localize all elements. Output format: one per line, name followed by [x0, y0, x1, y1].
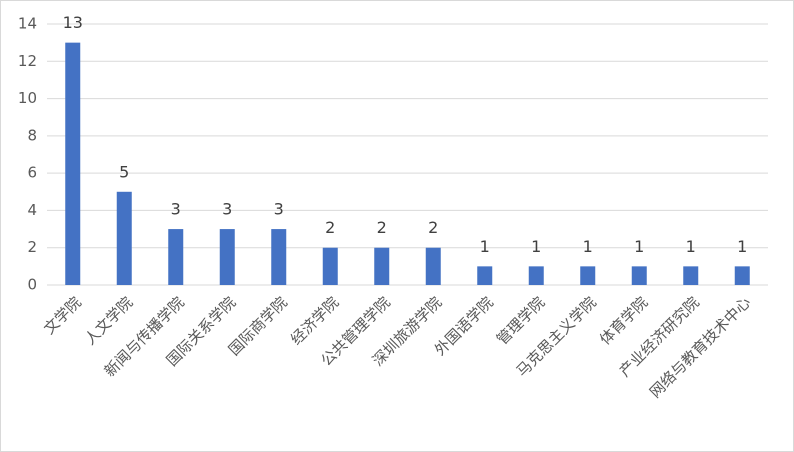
y-tick-label: 6	[27, 164, 37, 182]
bar	[631, 266, 647, 285]
data-label: 1	[737, 237, 747, 256]
data-label: 13	[63, 13, 83, 32]
data-label: 1	[531, 237, 541, 256]
bar	[528, 266, 544, 285]
y-tick-label: 4	[27, 201, 37, 219]
bar	[168, 229, 184, 285]
bar	[734, 266, 750, 285]
bar	[374, 247, 390, 285]
y-tick-label: 2	[27, 238, 37, 256]
y-tick-label: 8	[27, 126, 37, 144]
bar	[580, 266, 596, 285]
y-tick-label: 14	[18, 15, 37, 33]
data-label: 5	[119, 162, 129, 181]
data-label: 3	[274, 200, 284, 219]
data-label: 3	[222, 200, 232, 219]
data-label: 1	[634, 237, 644, 256]
data-label: 1	[480, 237, 490, 256]
bar	[477, 266, 493, 285]
y-tick-label: 12	[18, 52, 37, 70]
bar	[683, 266, 699, 285]
data-label: 1	[583, 237, 593, 256]
bar	[322, 247, 338, 285]
bar	[425, 247, 441, 285]
data-label: 1	[686, 237, 696, 256]
data-label: 2	[377, 218, 387, 237]
bar	[65, 42, 81, 286]
y-tick-label: 0	[27, 276, 37, 294]
data-label: 3	[171, 200, 181, 219]
bar	[219, 229, 235, 285]
data-label: 2	[325, 218, 335, 237]
bar	[116, 191, 132, 285]
data-label: 2	[428, 218, 438, 237]
y-tick-label: 10	[18, 89, 37, 107]
bar	[271, 229, 287, 285]
